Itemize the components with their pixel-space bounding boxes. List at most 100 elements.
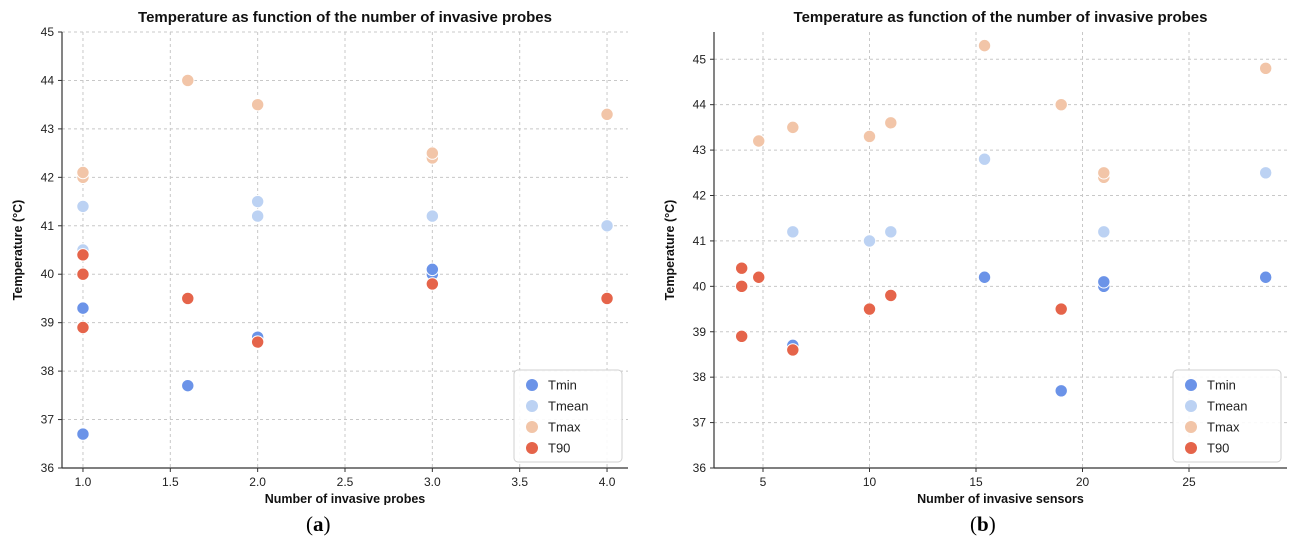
chart-panel-a: 1.0 1.5 2.0 2.5 3.0 3.5 4.0 36 37 38 39 40 41 42 43 44 4… xyxy=(0,0,640,543)
grid-lines xyxy=(714,32,1287,469)
x-tick-label: 3.5 xyxy=(511,475,528,489)
legend-marker-tmean xyxy=(526,400,538,412)
y-tick-label: 44 xyxy=(41,73,55,87)
legend-marker-tmin xyxy=(526,379,538,391)
data-point-tmin xyxy=(181,378,195,393)
data-point-t90 xyxy=(884,288,898,303)
data-point-tmin xyxy=(425,262,440,277)
y-tick-label: 37 xyxy=(693,416,707,430)
legend-label-t90: T90 xyxy=(548,441,570,456)
legend-label-tmin: Tmin xyxy=(548,378,577,393)
data-point-tmax xyxy=(862,129,877,144)
data-point-tmean xyxy=(76,199,90,214)
data-point-tmax xyxy=(600,107,614,122)
y-tick-label: 41 xyxy=(41,219,55,233)
y-tick-label: 41 xyxy=(693,234,707,248)
data-point-tmean xyxy=(977,152,992,166)
data-point-tmean xyxy=(600,219,614,233)
y-tick-label: 36 xyxy=(41,461,55,475)
legend-marker-tmin xyxy=(1185,379,1197,391)
caption-a-letter: a xyxy=(313,512,324,536)
caption-b-close: ) xyxy=(988,512,996,536)
data-point-tmax xyxy=(752,134,766,148)
x-axis-label: Number of invasive probes xyxy=(265,492,426,505)
data-point-tmin xyxy=(1258,270,1273,284)
data-point-tmean xyxy=(862,234,877,248)
legend-label-tmin: Tmin xyxy=(1207,378,1236,393)
series-tmax xyxy=(752,38,1273,185)
x-tick-label: 10 xyxy=(863,475,877,489)
x-tick-label: 1.0 xyxy=(75,475,92,489)
y-tick-label: 39 xyxy=(41,316,55,330)
x-tick-label: 3.0 xyxy=(424,475,441,489)
series-t90 xyxy=(76,248,614,349)
legend-label-tmax: Tmax xyxy=(1207,420,1240,435)
data-point-tmax xyxy=(76,165,90,180)
data-point-t90 xyxy=(734,261,749,275)
data-point-tmean xyxy=(786,225,800,239)
data-point-t90 xyxy=(600,291,614,306)
legend-marker-t90 xyxy=(526,442,538,454)
data-point-tmax xyxy=(1054,97,1068,112)
x-tick-label: 4.0 xyxy=(599,475,616,489)
y-tick-label: 43 xyxy=(41,122,55,136)
data-point-t90 xyxy=(181,291,195,306)
data-point-t90 xyxy=(76,320,90,335)
legend-marker-tmax xyxy=(1185,421,1197,433)
legend-label-tmean: Tmean xyxy=(548,399,588,414)
legend-marker-tmean xyxy=(1185,400,1197,412)
chart-title: Temperature as function of the number of… xyxy=(794,9,1208,26)
y-tick-label: 40 xyxy=(41,267,55,281)
legend-label-t90: T90 xyxy=(1207,441,1229,456)
x-tick-label: 1.5 xyxy=(162,475,179,489)
caption-b-letter: b xyxy=(977,512,989,536)
data-point-t90 xyxy=(786,343,800,357)
legend-label-tmax: Tmax xyxy=(548,420,581,435)
data-point-tmean xyxy=(1097,225,1111,239)
y-tick-label: 43 xyxy=(693,143,707,157)
data-point-tmax xyxy=(425,146,440,160)
data-point-tmax xyxy=(181,73,195,88)
x-axis-label: Number of invasive sensors xyxy=(917,492,1084,505)
y-tick-label: 42 xyxy=(693,189,707,203)
data-point-tmin xyxy=(1054,384,1068,398)
data-point-tmin xyxy=(76,427,90,441)
x-tick-label: 2.0 xyxy=(249,475,266,489)
data-point-tmean xyxy=(884,225,898,239)
y-tick-label: 38 xyxy=(693,370,707,384)
scatter-chart-b: 5 10 15 20 25 36 37 38 39 40 41 42 43 44 45 Temperature… xyxy=(663,9,1287,505)
y-tick-label: 45 xyxy=(693,52,707,66)
caption-b-open: ( xyxy=(970,512,977,536)
y-axis-label: Temperature (°C) xyxy=(11,200,25,301)
legend-marker-tmax xyxy=(526,421,538,433)
series-t90 xyxy=(734,261,1068,357)
legend-marker-t90 xyxy=(1185,442,1197,454)
x-tick-label: 5 xyxy=(760,475,767,489)
data-point-tmin xyxy=(1097,275,1111,289)
caption-b: (b) xyxy=(970,512,996,537)
data-point-t90 xyxy=(862,302,877,316)
series-tmax xyxy=(76,73,614,185)
y-tick-label: 37 xyxy=(41,413,55,427)
data-point-t90 xyxy=(250,335,265,349)
data-point-tmax xyxy=(884,116,898,130)
data-point-tmax xyxy=(977,38,992,53)
y-tick-label: 45 xyxy=(41,25,55,39)
data-point-t90 xyxy=(425,277,440,291)
y-tick-label: 38 xyxy=(41,364,55,378)
data-point-tmax xyxy=(250,97,265,112)
series-tmean xyxy=(786,152,1273,248)
data-point-t90 xyxy=(734,329,749,343)
y-axis-label: Temperature (°C) xyxy=(663,200,677,301)
y-tick-label: 44 xyxy=(693,98,707,112)
data-point-tmax xyxy=(1097,166,1111,180)
legend-box xyxy=(513,369,623,463)
x-tick-label: 25 xyxy=(1182,475,1196,489)
x-tick-label: 15 xyxy=(969,475,983,489)
legend-box xyxy=(1172,369,1282,463)
x-tick-label: 20 xyxy=(1076,475,1090,489)
data-point-t90 xyxy=(752,270,766,284)
data-point-tmin xyxy=(76,301,90,315)
y-tick-label: 40 xyxy=(693,279,707,293)
data-point-t90 xyxy=(734,279,749,294)
